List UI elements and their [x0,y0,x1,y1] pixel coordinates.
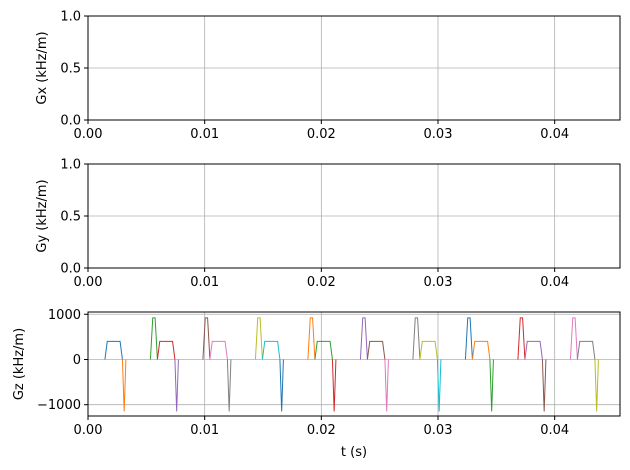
gz-series-line-22 [471,340,491,360]
gz-series-line-1 [104,340,123,360]
x-tick-label: 0.01 [190,423,219,438]
x-tick-label: 0.03 [424,275,453,290]
y-tick-label: 0.5 [60,210,81,225]
x-axis-label: t (s) [341,445,367,460]
gz-series-line-21 [464,317,473,360]
subplot-2: 0.00 0.01 0.02 0.03 0.04 0.0 0.5 1.0 Gy (kHz/m) [35,158,621,290]
x-tick-label: 0.01 [190,275,219,290]
gz-series-line-11 [279,359,284,412]
gz-series-line-26 [541,359,547,412]
y-tick-label: 1.0 [60,158,81,173]
x-tick-label: 0.02 [307,127,336,142]
y-tick-label: 1000 [48,308,81,323]
y-tick-label: 0.5 [60,62,81,77]
y-tick-label: 0.0 [60,262,81,277]
gz-series-line-28 [576,340,596,360]
x-tick-label: 0.03 [424,423,453,438]
gz-series-line-24 [517,317,526,360]
subplot-3: 0.00 0.01 0.02 0.03 0.04 −1000 0 1000 Gz (kHz/m)… [12,308,621,460]
gz-series-line-18 [412,317,421,360]
gz-series-line-16 [366,340,386,360]
gz-series-line-10 [261,340,281,360]
y-axis-label: Gy (kHz/m) [35,179,50,252]
y-tick-label: 0 [73,353,81,368]
gz-series-line-20 [436,359,442,412]
gz-series-line-3 [149,317,158,360]
gz-series-line-25 [524,340,543,360]
x-tick-label: 0.04 [540,275,569,290]
x-tick-label: 0.02 [307,275,336,290]
plot-frame [87,311,621,417]
y-axis-label: Gx (kHz/m) [35,31,50,104]
x-tick-label: 0.01 [190,127,219,142]
x-tick-label: 0.02 [307,423,336,438]
x-tick-label: 0.03 [424,127,453,142]
x-tick-label: 0.00 [74,423,103,438]
subplot-1: 0.00 0.01 0.02 0.03 0.04 0.0 0.5 1.0 Gx (kHz/m) [35,10,621,142]
x-tick-label: 0.04 [540,127,569,142]
gz-series-line-29 [594,359,599,412]
y-axis-label: Gz (kHz/m) [12,328,27,400]
gz-series-line-27 [569,317,578,360]
gz-series-line-13 [314,340,333,360]
gz-series-line-15 [359,317,368,360]
gz-series-line-5 [174,359,179,412]
gz-series-line-8 [226,359,232,412]
gz-series-line-9 [254,317,263,360]
y-tick-label: 0.0 [60,114,81,129]
gz-series-line-23 [489,359,494,412]
gz-series-line-7 [209,340,228,360]
gz-series-line-17 [384,359,389,412]
y-tick-label: −1000 [37,398,81,413]
x-tick-label: 0.04 [540,423,569,438]
x-tick-label: 0.00 [74,127,103,142]
y-tick-label: 1.0 [60,10,81,25]
gz-series-line-12 [307,317,316,360]
gz-series-line-19 [419,340,438,360]
x-tick-label: 0.00 [74,275,103,290]
gz-series-line-6 [202,317,211,360]
gz-series-line-2 [121,359,127,412]
gz-series-line-14 [331,359,337,412]
gz-series-line-4 [156,340,176,360]
